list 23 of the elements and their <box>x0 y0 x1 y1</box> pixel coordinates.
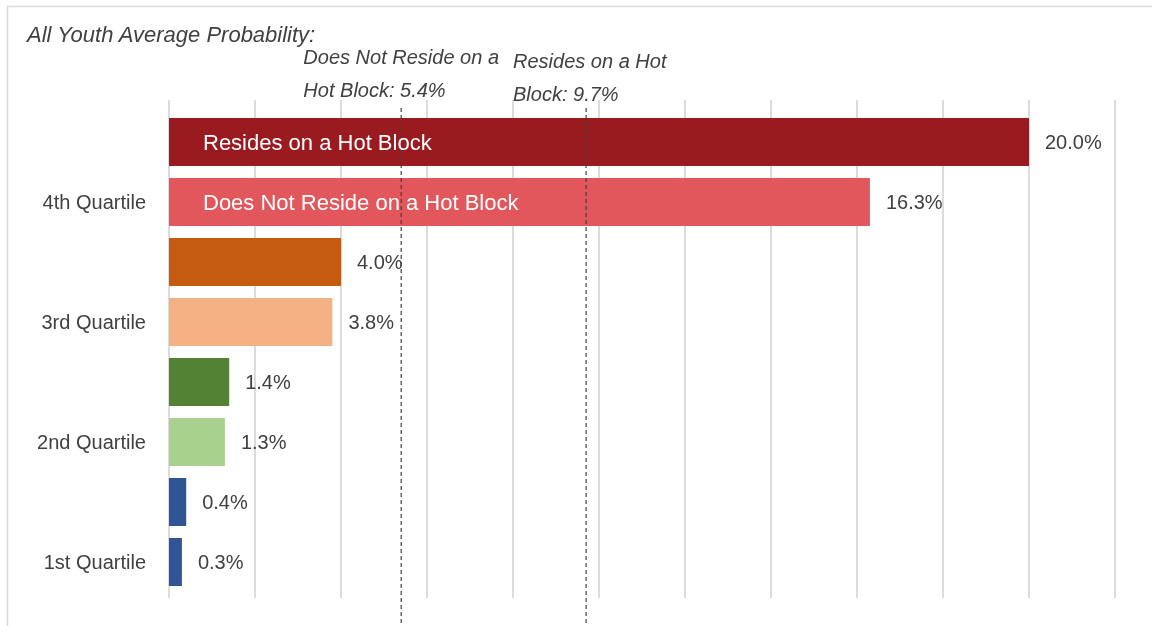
bar <box>169 298 333 346</box>
data-label: 1.4% <box>245 371 291 393</box>
y-tick-label: 3rd Quartile <box>41 311 146 333</box>
series-label: Does Not Reside on a Hot Block <box>203 189 520 215</box>
series-label: Resides on a Hot Block <box>203 129 433 155</box>
bar <box>169 178 870 226</box>
data-label: 0.4% <box>202 491 248 513</box>
y-tick-label: 4th Quartile <box>42 191 146 213</box>
data-label: 20.0% <box>1045 131 1102 153</box>
text: All Youth Average Probability: <box>25 22 316 47</box>
bar <box>169 358 230 406</box>
data-label: 0.3% <box>197 551 244 573</box>
data-label: 3.8% <box>348 311 395 333</box>
ref-line-label: Resides on a Hot Block: 9.7% <box>513 50 668 105</box>
bar <box>169 238 341 286</box>
data-label: 4.0% <box>357 251 403 273</box>
data-label: 16.3% <box>885 191 943 213</box>
y-tick-label: 2nd Quartile <box>37 431 146 453</box>
y-tick-label: 1st Quartile <box>43 551 146 573</box>
bar <box>169 418 225 466</box>
bar <box>169 118 1029 166</box>
ref-line-label: Does Not Reside on a Hot Block: 5.4% <box>303 46 500 101</box>
data-label: 1.3% <box>240 431 287 453</box>
